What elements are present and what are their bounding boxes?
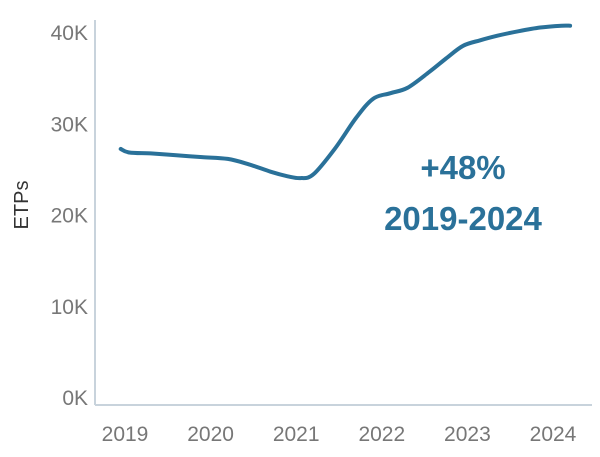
annotation-percent: +48%: [420, 149, 505, 186]
y-tick-label: 30K: [51, 113, 88, 136]
annotation-range: 2019-2024: [384, 200, 542, 237]
x-tick-label: 2024: [530, 423, 577, 446]
y-tick-label: 40K: [51, 22, 88, 45]
y-tick-label: 10K: [51, 296, 88, 319]
x-tick-labels: 2019 2020 2021 2022 2023 2024: [102, 423, 577, 446]
y-axis-label: ETPs: [11, 181, 33, 230]
y-tick-label: 20K: [51, 205, 88, 228]
x-tick-label: 2020: [187, 423, 234, 446]
y-tick-labels: 0K 10K 20K 30K 40K: [51, 22, 88, 410]
series-line: [118, 23, 573, 181]
x-tick-label: 2019: [102, 423, 149, 446]
x-tick-label: 2022: [358, 423, 405, 446]
x-tick-label: 2021: [273, 423, 320, 446]
x-tick-label: 2023: [444, 423, 491, 446]
y-tick-label: 0K: [62, 387, 88, 410]
